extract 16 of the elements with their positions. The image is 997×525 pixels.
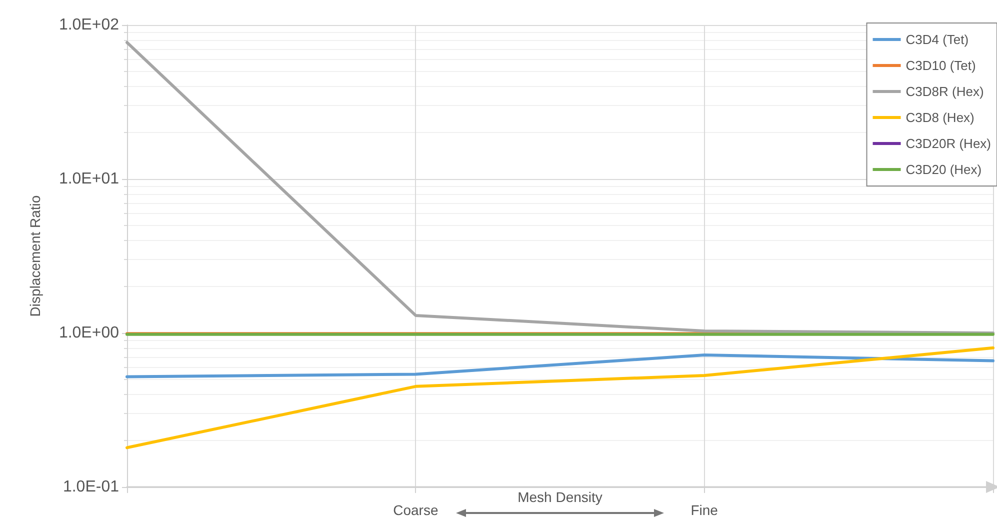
line-series: [126, 353, 994, 378]
y-axis-title: Displacement Ratio: [27, 195, 43, 317]
legend-label: C3D20 (Hex): [906, 162, 982, 177]
y-tick-label: 1.0E+02: [58, 16, 120, 34]
x-axis-title: Mesh Density: [518, 489, 602, 505]
x-tick-label: Fine: [690, 502, 718, 518]
y-tick-label: 1.0E-01: [62, 478, 120, 496]
legend-label: C3D8 (Hex): [906, 110, 974, 125]
legend-label: C3D4 (Tet): [906, 32, 969, 47]
line-series: [126, 346, 994, 450]
y-tick-label: 1.0E+00: [58, 324, 120, 342]
x-tick-label: Coarse: [393, 502, 438, 518]
legend-label: C3D20R (Hex): [906, 136, 992, 151]
y-tick-label: 1.0E+01: [58, 170, 120, 188]
legend-label: C3D10 (Tet): [906, 58, 976, 73]
legend-label: C3D8R (Hex): [906, 84, 984, 99]
